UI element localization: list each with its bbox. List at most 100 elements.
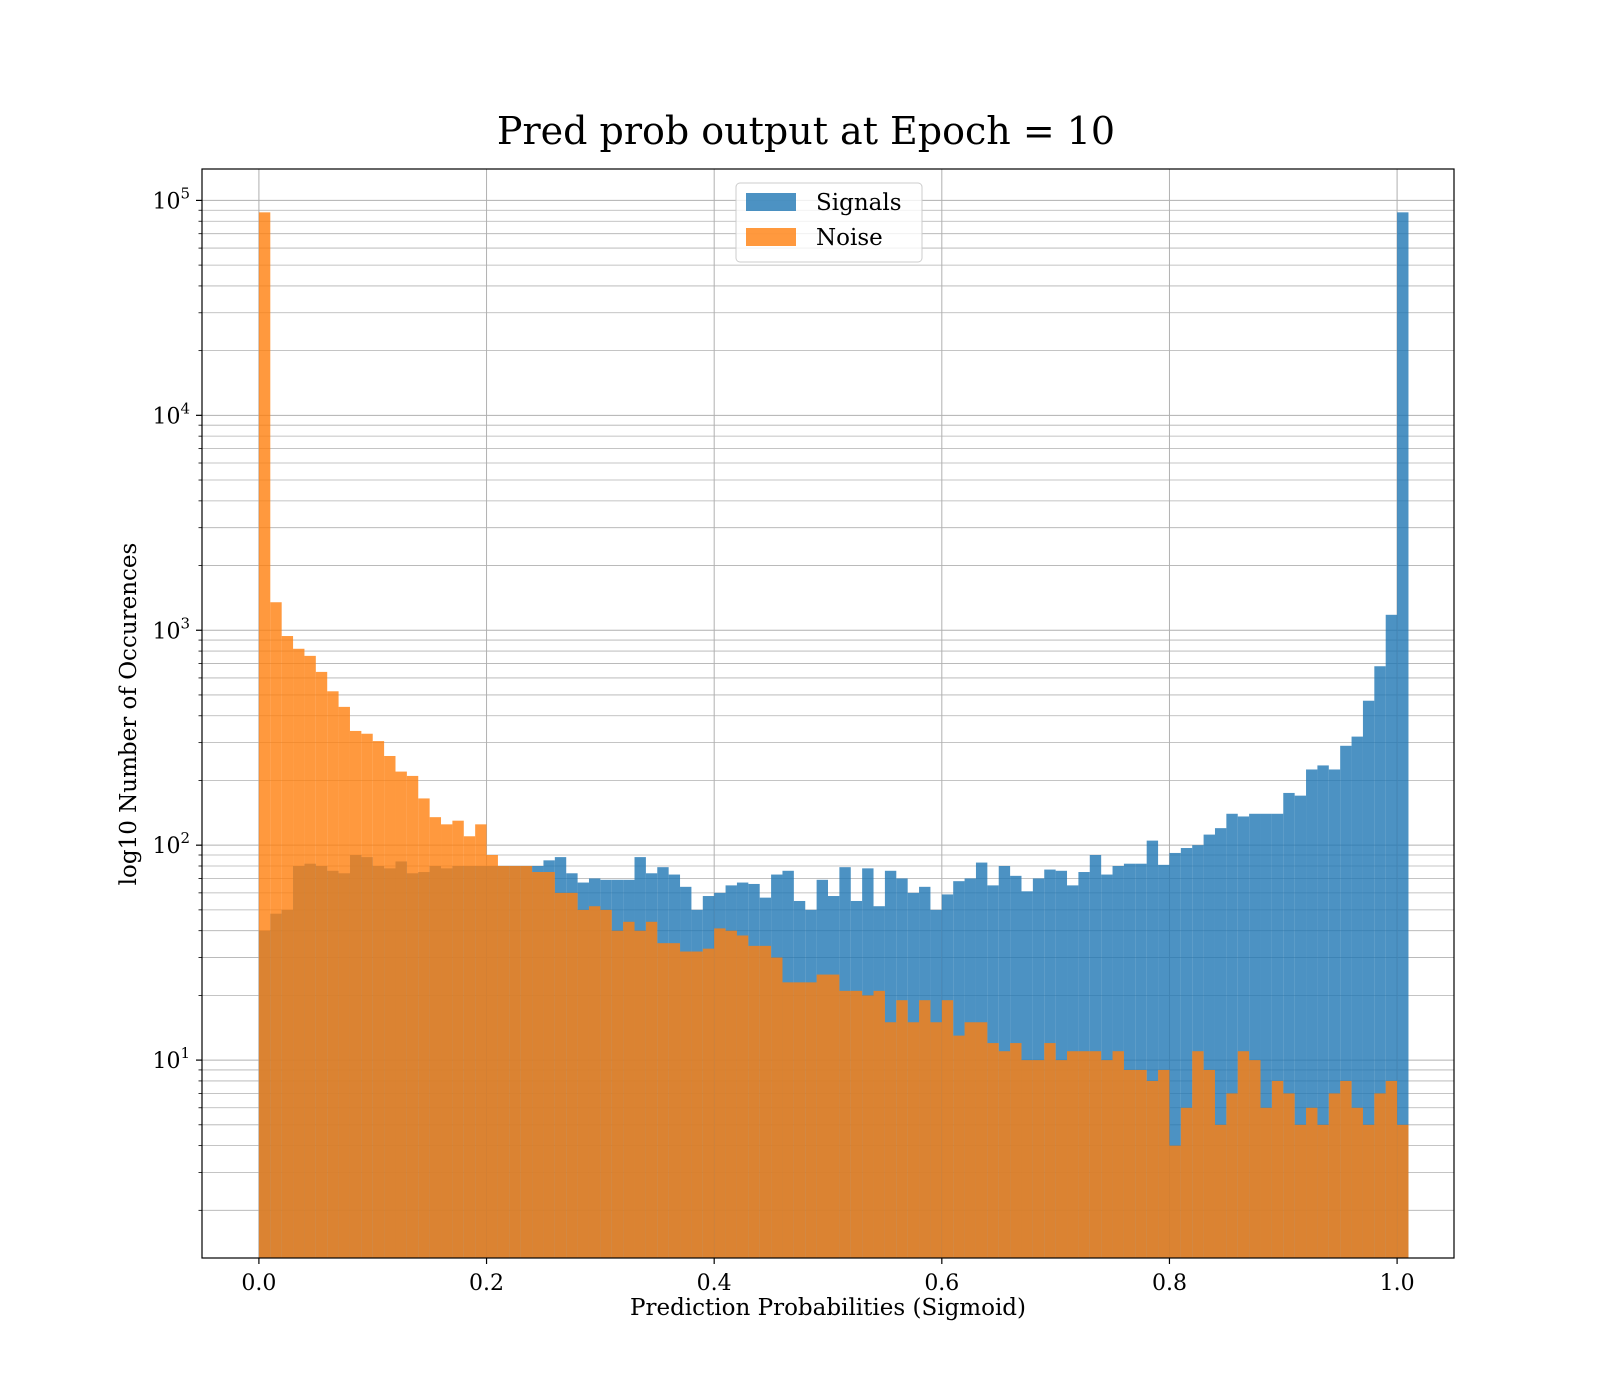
noise-bar — [304, 655, 316, 1258]
noise-bar — [577, 909, 589, 1258]
legend-label-noise: Noise — [816, 225, 883, 251]
noise-bar — [1044, 1043, 1056, 1258]
noise-bar — [1158, 1069, 1170, 1258]
noise-bar — [862, 995, 874, 1258]
x-tick-label: 0.2 — [469, 1271, 504, 1296]
x-axis-label: Prediction Probabilities (Sigmoid) — [630, 1295, 1026, 1321]
noise-bar — [441, 824, 453, 1258]
noise-bar — [964, 1022, 976, 1258]
noise-bar — [361, 733, 373, 1258]
noise-bar — [1351, 1107, 1363, 1258]
noise-bar — [395, 771, 407, 1258]
noise-bar — [782, 982, 794, 1258]
noise-bar — [1226, 1093, 1238, 1258]
noise-bar — [258, 212, 271, 1258]
noise-bar — [691, 951, 703, 1258]
noise-bar — [1123, 1069, 1136, 1258]
x-tick-label: 1.0 — [1380, 1271, 1415, 1296]
signals-bar — [1146, 840, 1159, 1258]
noise-bar — [748, 945, 760, 1258]
x-tick-label: 0.8 — [1152, 1271, 1187, 1296]
noise-bar — [1101, 1060, 1113, 1258]
noise-bar — [293, 648, 305, 1258]
noise-bar — [532, 872, 544, 1258]
noise-bar — [975, 1022, 988, 1258]
signals-bar — [1294, 795, 1307, 1258]
noise-bar — [1385, 1080, 1398, 1258]
signals-bar — [1169, 852, 1181, 1258]
noise-bar — [919, 1000, 931, 1258]
noise-bar — [1260, 1107, 1272, 1258]
x-tick-label: 0.6 — [924, 1271, 959, 1296]
plot-frame — [201, 168, 1455, 1259]
noise-bar — [281, 636, 294, 1258]
noise-bar — [634, 930, 646, 1258]
noise-bar — [998, 1051, 1011, 1258]
signals-bar — [1203, 834, 1215, 1258]
signals-bar — [1317, 765, 1329, 1258]
noise-bar — [1249, 1060, 1261, 1258]
noise-bar — [1237, 1051, 1250, 1258]
signals-bar — [1362, 700, 1375, 1258]
y-axis-ticks: 101 102 103 104 105 — [152, 184, 202, 1211]
noise-bar — [793, 982, 806, 1258]
noise-bar — [543, 872, 555, 1258]
noise-bar — [907, 1022, 920, 1258]
noise-bar — [702, 948, 715, 1258]
noise-bar — [759, 945, 772, 1258]
noise-bar — [896, 1000, 908, 1258]
noise-bar — [1203, 1069, 1215, 1258]
noise-bar — [588, 906, 601, 1258]
noise-bar — [828, 974, 840, 1258]
noise-bar — [680, 951, 692, 1258]
noise-bar — [372, 741, 385, 1258]
noise-bar — [1362, 1124, 1375, 1258]
noise-bar — [816, 974, 828, 1258]
signals-bar — [1351, 736, 1363, 1258]
noise-bar — [930, 1022, 942, 1258]
x-axis-ticks: 0.0 0.2 0.4 0.6 0.8 1.0 — [241, 1258, 1415, 1296]
noise-bar — [1021, 1060, 1033, 1258]
signals-bar — [1260, 813, 1272, 1258]
y-tick-label: 103 — [152, 614, 190, 644]
signals-bar — [1226, 813, 1238, 1258]
noise-bar — [315, 671, 328, 1258]
noise-bar — [338, 706, 350, 1258]
noise-bar — [475, 824, 487, 1258]
noise-bar — [657, 943, 669, 1258]
signals-bar — [1123, 863, 1136, 1258]
noise-bar — [554, 892, 567, 1258]
noise-bar — [1397, 1124, 1409, 1258]
legend-label-signals: Signals — [816, 190, 902, 216]
signals-bar — [1397, 212, 1409, 1258]
signals-bar — [1340, 745, 1352, 1258]
noise-bar — [941, 1000, 954, 1258]
noise-bar — [1055, 1060, 1068, 1258]
noise-bar — [1294, 1124, 1307, 1258]
signals-bar — [1385, 614, 1398, 1258]
noise-bar — [1328, 1093, 1341, 1258]
signals-bar — [1180, 848, 1193, 1258]
signals-bar — [1374, 666, 1386, 1258]
noise-bar — [987, 1043, 999, 1258]
noise-bar — [668, 943, 681, 1258]
x-tick-label: 0.4 — [697, 1271, 732, 1296]
signals-bar — [1283, 792, 1295, 1258]
noise-bar — [1067, 1051, 1079, 1258]
noise-bar — [406, 775, 419, 1258]
noise-bar — [566, 892, 578, 1258]
noise-bar — [1089, 1051, 1102, 1258]
signals-bar — [1249, 813, 1261, 1258]
noise-bar — [270, 602, 282, 1258]
noise-bar — [839, 990, 851, 1258]
signals-bar — [1214, 828, 1227, 1258]
noise-bar — [384, 755, 396, 1258]
noise-bar — [418, 798, 430, 1258]
noise-bar — [850, 990, 863, 1258]
signals-bar — [1135, 863, 1147, 1258]
y-tick-label: 101 — [152, 1044, 190, 1074]
noise-bar — [736, 935, 749, 1258]
noise-bar — [725, 930, 737, 1258]
noise-bar — [1169, 1145, 1181, 1258]
noise-bar — [520, 866, 533, 1258]
